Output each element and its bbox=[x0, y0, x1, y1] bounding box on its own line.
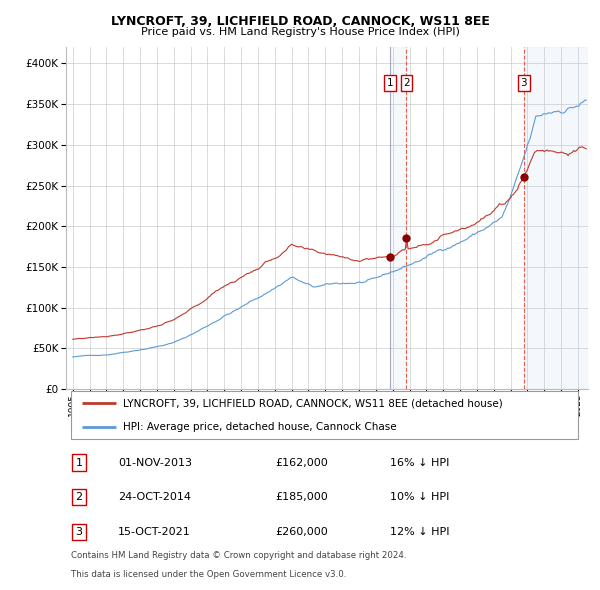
Text: 1: 1 bbox=[76, 457, 83, 467]
Text: 3: 3 bbox=[76, 527, 83, 537]
Text: HPI: Average price, detached house, Cannock Chase: HPI: Average price, detached house, Cann… bbox=[124, 422, 397, 432]
Text: £260,000: £260,000 bbox=[275, 527, 328, 537]
Bar bbox=[390, 47, 406, 389]
Text: 15-OCT-2021: 15-OCT-2021 bbox=[118, 527, 191, 537]
Text: 24-OCT-2014: 24-OCT-2014 bbox=[118, 492, 191, 502]
Text: 16% ↓ HPI: 16% ↓ HPI bbox=[389, 457, 449, 467]
Text: LYNCROFT, 39, LICHFIELD ROAD, CANNOCK, WS11 8EE: LYNCROFT, 39, LICHFIELD ROAD, CANNOCK, W… bbox=[110, 15, 490, 28]
Text: £162,000: £162,000 bbox=[275, 457, 328, 467]
Bar bbox=[524, 47, 588, 389]
Text: 2: 2 bbox=[76, 492, 83, 502]
Text: LYNCROFT, 39, LICHFIELD ROAD, CANNOCK, WS11 8EE (detached house): LYNCROFT, 39, LICHFIELD ROAD, CANNOCK, W… bbox=[124, 398, 503, 408]
Text: 1: 1 bbox=[386, 78, 393, 88]
Text: 2: 2 bbox=[403, 78, 410, 88]
Text: Contains HM Land Registry data © Crown copyright and database right 2024.: Contains HM Land Registry data © Crown c… bbox=[71, 552, 407, 560]
FancyBboxPatch shape bbox=[71, 391, 578, 440]
Text: 10% ↓ HPI: 10% ↓ HPI bbox=[389, 492, 449, 502]
Text: Price paid vs. HM Land Registry's House Price Index (HPI): Price paid vs. HM Land Registry's House … bbox=[140, 27, 460, 37]
Text: 3: 3 bbox=[520, 78, 527, 88]
Text: This data is licensed under the Open Government Licence v3.0.: This data is licensed under the Open Gov… bbox=[71, 571, 347, 579]
Text: £185,000: £185,000 bbox=[275, 492, 328, 502]
Text: 12% ↓ HPI: 12% ↓ HPI bbox=[389, 527, 449, 537]
Text: 01-NOV-2013: 01-NOV-2013 bbox=[118, 457, 192, 467]
